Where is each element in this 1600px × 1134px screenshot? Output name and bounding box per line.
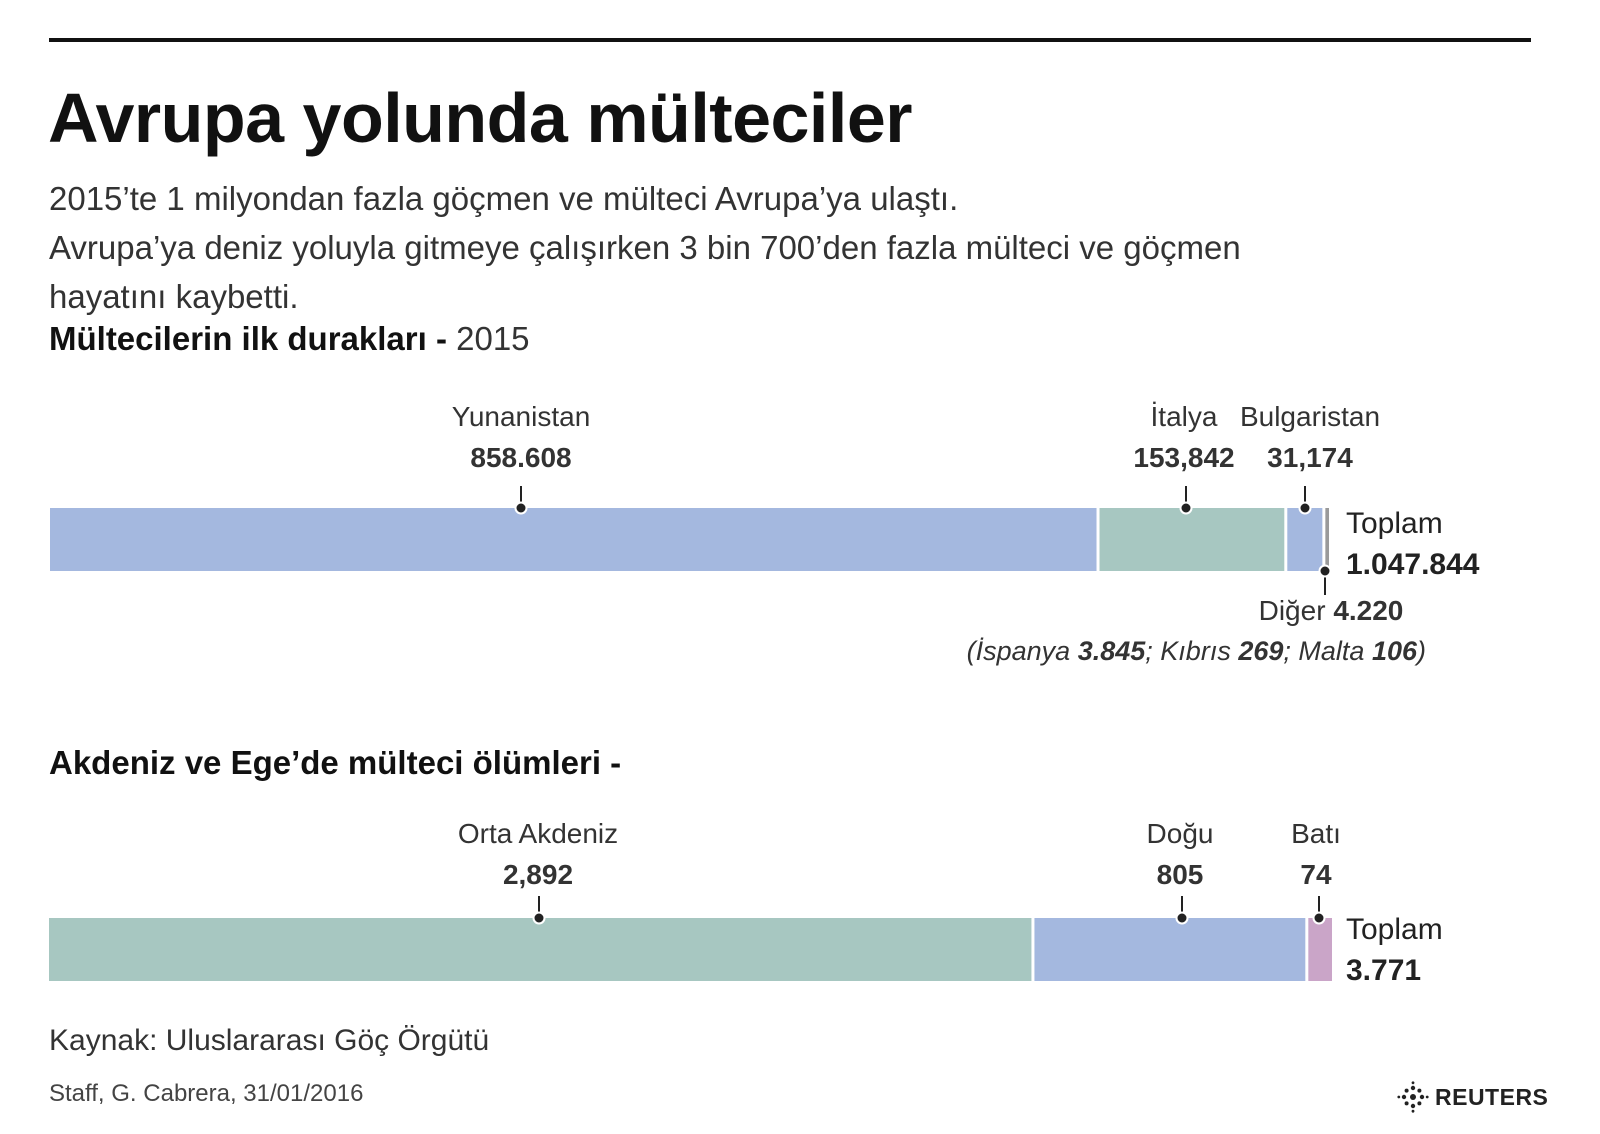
section1-year: 2015 xyxy=(456,320,530,357)
segment-label: İtalya xyxy=(1151,401,1218,432)
segment-label-below: Diğer 4.220 xyxy=(1259,595,1404,626)
note-value: 269 xyxy=(1237,636,1283,666)
note-value: 106 xyxy=(1372,636,1418,666)
segment-value: 858.608 xyxy=(470,442,571,473)
bar-segment-do-u xyxy=(1032,918,1307,981)
segment-label: Diğer xyxy=(1259,595,1334,626)
segment-label: Doğu xyxy=(1147,818,1214,849)
segment-value: 2,892 xyxy=(503,859,573,890)
bar-segment-bulgaristan xyxy=(1285,508,1324,571)
segment-value: 31,174 xyxy=(1267,442,1353,473)
page-title: Avrupa yolunda mülteciler xyxy=(48,79,913,157)
bar-segment-yunanistan xyxy=(50,508,1099,571)
section1-title: Mültecilerin ilk durakları - 2015 xyxy=(49,320,530,358)
note-value: 3.845 xyxy=(1078,636,1147,666)
intro-line: 2015’te 1 milyondan fazla göçmen ve mült… xyxy=(49,180,959,217)
total-label: Toplam xyxy=(1346,913,1443,946)
note-separator: ; xyxy=(1145,636,1153,666)
total-value: 1.047.844 xyxy=(1346,548,1480,581)
pointer-dot xyxy=(1179,501,1193,515)
bar-segment-orta-akdeniz xyxy=(49,918,1033,981)
section1-title-text: Mültecilerin ilk durakları - xyxy=(49,320,447,357)
segment-label: Bulgaristan xyxy=(1240,401,1380,432)
segment-label: Yunanistan xyxy=(452,401,591,432)
total-label: Toplam xyxy=(1346,507,1443,540)
bar-segment-i-talya xyxy=(1098,508,1286,571)
intro-text: 2015’te 1 milyondan fazla göçmen ve mült… xyxy=(49,174,1469,321)
segment-value: 4.220 xyxy=(1333,595,1403,626)
bar-segment-di-er xyxy=(1323,508,1329,571)
reuters-logo: REUTERS xyxy=(1397,1080,1548,1114)
segment-value: 153,842 xyxy=(1133,442,1234,473)
reuters-logo-text: REUTERS xyxy=(1435,1083,1549,1110)
reuters-logo-icon xyxy=(1397,1081,1429,1113)
bar-segment-bat- xyxy=(1306,918,1332,981)
credit-line: Staff, G. Cabrera, 31/01/2016 xyxy=(49,1080,364,1107)
intro-line: hayatını kaybetti. xyxy=(49,278,299,315)
pointer-dot xyxy=(1312,911,1326,925)
total-value: 3.771 xyxy=(1346,954,1421,987)
segment-value: 805 xyxy=(1157,859,1204,890)
pointer-dot xyxy=(514,501,528,515)
pointer-dot xyxy=(1298,501,1312,515)
intro-line: Avrupa’ya deniz yoluyla gitmeye çalışırk… xyxy=(49,229,1241,266)
pointer-dot xyxy=(1318,564,1332,578)
pointer-dot xyxy=(532,911,546,925)
note-country: İspanya xyxy=(976,636,1078,666)
arrivals-chart: Yunanistan 858.608 İtalya 153,842Bulgarista… xyxy=(50,401,1480,666)
breakdown-note: (İspanya 3.845; Kıbrıs 269; Malta 106) xyxy=(967,636,1426,666)
deaths-chart: Orta Akdeniz 2,892 Doğu 805 Batı 74 Toplam 3.77… xyxy=(49,818,1443,987)
note-separator: ) xyxy=(1414,636,1426,666)
segment-value: 74 xyxy=(1300,859,1332,890)
segment-label: Orta Akdeniz xyxy=(458,818,618,849)
source-note: Kaynak: Uluslararası Göç Örgütü xyxy=(49,1024,490,1057)
pointer-dot xyxy=(1175,911,1189,925)
segment-label: Batı xyxy=(1291,818,1341,849)
note-country: Kıbrıs xyxy=(1153,636,1239,666)
section2-title: Akdeniz ve Ege’de mülteci ölümleri - xyxy=(49,744,622,781)
top-rule xyxy=(49,38,1531,42)
note-separator: ; xyxy=(1283,636,1291,666)
note-country: Malta xyxy=(1291,636,1372,666)
